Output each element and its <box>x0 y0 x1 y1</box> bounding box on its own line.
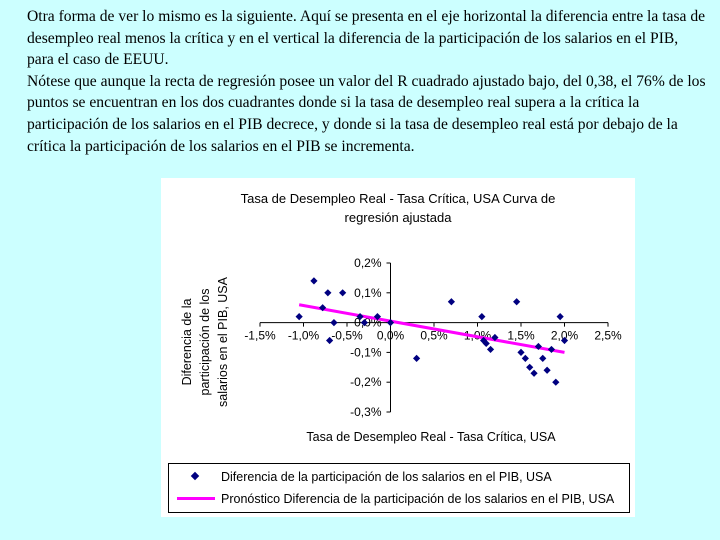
plot-area: -1,5%-1,0%-0,5%0,0%0,5%1,0%1,5%2,0%2,5%0… <box>244 256 622 419</box>
data-point <box>386 319 395 327</box>
data-point <box>310 277 318 285</box>
x-tick-label: 0,0% <box>377 329 405 343</box>
data-point <box>413 354 421 362</box>
data-point <box>486 345 495 354</box>
legend-label-scatter: Diferencia de la participación de los sa… <box>221 470 552 484</box>
data-point <box>295 313 303 321</box>
x-axis-label: Tasa de Desempleo Real - Tasa Crítica, U… <box>306 430 556 444</box>
x-tick-label: 2,0% <box>551 329 579 343</box>
data-point <box>539 354 547 362</box>
legend-marker-line <box>175 489 219 509</box>
data-point <box>517 348 525 356</box>
scatter-chart: Tasa de Desempleo Real - Tasa Crítica, U… <box>180 191 622 444</box>
chart-legend: Diferencia de la participación de los sa… <box>168 463 630 513</box>
chart-title-line1: Tasa de Desempleo Real - Tasa Crítica, U… <box>241 191 556 206</box>
x-tick-label: 0,5% <box>420 329 448 343</box>
paragraph-intro: Otra forma de ver lo mismo es la siguien… <box>27 8 706 69</box>
data-point <box>330 319 338 327</box>
paragraph-note: Nótese que aunque la recta de regresión … <box>27 72 706 155</box>
y-tick-label: -0,3% <box>350 405 382 419</box>
y-axis-label-line3: salarios en el PIB, USA <box>216 276 230 407</box>
data-point <box>543 366 551 374</box>
data-point <box>556 313 564 321</box>
data-point <box>552 378 560 386</box>
y-tick-label: 0,2% <box>354 256 382 270</box>
chart-panel: Tasa de Desempleo Real - Tasa Crítica, U… <box>161 178 635 517</box>
data-point <box>491 333 499 342</box>
y-axis-label-line1: Diferencia de la <box>180 299 194 386</box>
y-tick-label: -0,2% <box>350 375 382 389</box>
data-point <box>324 289 332 297</box>
slide-text: Otra forma de ver lo mismo es la siguien… <box>27 6 707 157</box>
x-tick-label: -0,5% <box>331 329 363 343</box>
data-point <box>513 298 521 306</box>
legend-marker-diamond <box>175 467 219 487</box>
x-tick-label: 1,5% <box>507 329 535 343</box>
data-point <box>534 342 542 351</box>
data-point <box>526 363 534 371</box>
legend-item-scatter: Diferencia de la participación de los sa… <box>169 467 552 487</box>
regression-line <box>298 303 565 354</box>
data-point <box>530 369 538 377</box>
x-tick-label: -1,0% <box>288 329 320 343</box>
data-point <box>521 354 529 362</box>
x-tick-label: -1,5% <box>244 329 276 343</box>
legend-item-forecast: Pronóstico Diferencia de la participació… <box>169 489 614 509</box>
y-tick-label: -0,1% <box>350 345 382 359</box>
data-point <box>447 298 455 306</box>
data-point <box>479 336 488 345</box>
y-axis-label-line2: participación de los <box>198 288 212 395</box>
data-point <box>339 289 347 297</box>
data-point <box>478 313 486 321</box>
legend-label-forecast: Pronóstico Diferencia de la participació… <box>221 492 615 506</box>
y-tick-label: 0,1% <box>354 286 382 300</box>
chart-title-line2: regresión ajustada <box>345 210 453 225</box>
x-tick-label: 2,5% <box>594 329 622 343</box>
